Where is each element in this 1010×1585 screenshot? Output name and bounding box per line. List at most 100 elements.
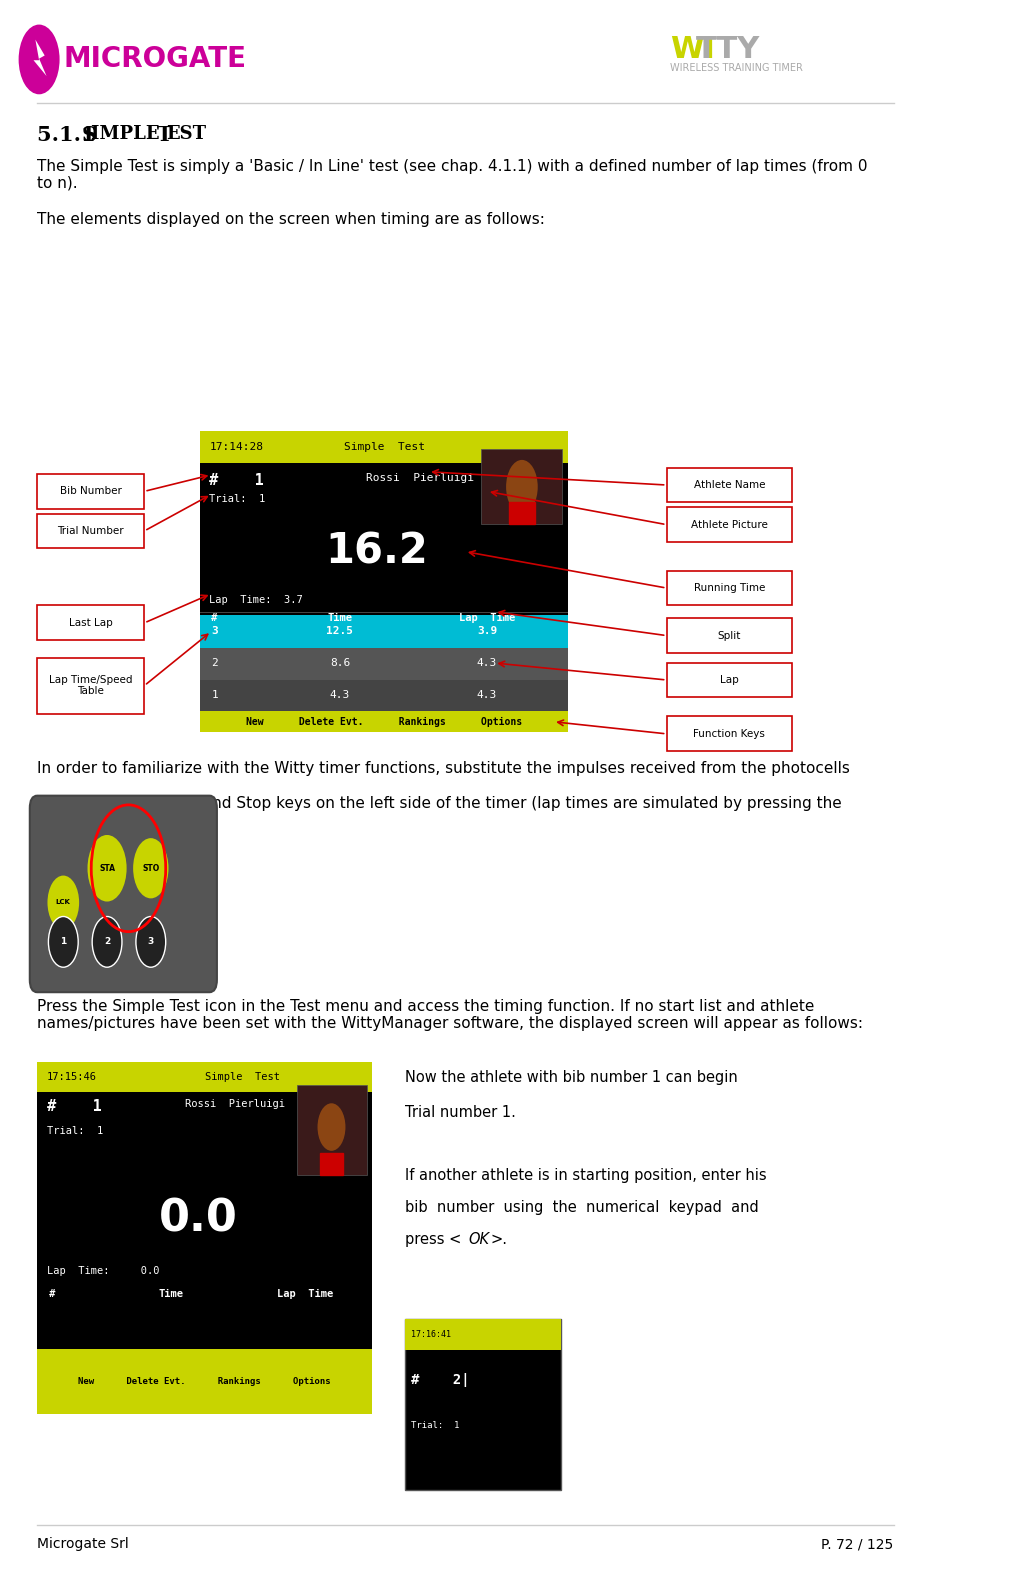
Text: by pressing the Start and Stop keys on the left side of the timer (lap times are: by pressing the Start and Stop keys on t… [37, 796, 842, 810]
Bar [200, 680, 568, 712]
FancyBboxPatch shape [667, 663, 792, 697]
Text: TTY: TTY [696, 35, 761, 63]
Circle shape [136, 916, 166, 967]
Circle shape [47, 875, 79, 929]
Text: Now the athlete with bib number 1 can begin: Now the athlete with bib number 1 can be… [405, 1070, 737, 1084]
Text: 8.6: 8.6 [329, 658, 350, 667]
Circle shape [133, 838, 169, 899]
Text: Split: Split [718, 631, 741, 640]
Text: The elements displayed on the screen when timing are as follows:: The elements displayed on the screen whe… [37, 212, 545, 227]
Bar [482, 449, 563, 525]
Text: OK: OK [469, 1232, 490, 1246]
Polygon shape [33, 40, 46, 76]
Text: If another athlete is in starting position, enter his: If another athlete is in starting positi… [405, 1168, 767, 1182]
Text: #    1: # 1 [46, 1098, 101, 1114]
Text: 3: 3 [211, 626, 218, 637]
Text: #: # [211, 613, 217, 623]
Circle shape [92, 916, 122, 967]
Bar [37, 1092, 373, 1349]
Text: Lap: Lap [720, 675, 738, 685]
Text: STA: STA [99, 864, 115, 873]
FancyBboxPatch shape [667, 618, 792, 653]
Text: Bib Number: Bib Number [60, 487, 121, 496]
Text: > key).: > key). [67, 831, 122, 845]
Text: 4.3: 4.3 [329, 689, 350, 699]
Text: LCK: LCK [56, 900, 71, 905]
Text: Lap Time/Speed
Table: Lap Time/Speed Table [49, 675, 132, 696]
Text: Lap  Time:     0.0: Lap Time: 0.0 [46, 1266, 159, 1276]
Polygon shape [509, 502, 534, 525]
Bar [200, 648, 568, 680]
Text: WI: WI [671, 35, 715, 63]
FancyBboxPatch shape [37, 514, 144, 548]
Text: press <: press < [405, 1232, 462, 1246]
Text: Rossi  Pierluigi: Rossi Pierluigi [185, 1098, 285, 1110]
Text: 0.0: 0.0 [159, 1197, 237, 1239]
Text: 17:15:46: 17:15:46 [46, 1071, 97, 1081]
Text: MICROGATE: MICROGATE [64, 46, 246, 73]
FancyBboxPatch shape [667, 468, 792, 502]
FancyBboxPatch shape [37, 605, 144, 640]
Text: Function Keys: Function Keys [694, 729, 766, 739]
Bar [200, 431, 568, 463]
Text: Simple  Test: Simple Test [343, 442, 424, 452]
Bar [405, 1319, 562, 1349]
Text: 4.3: 4.3 [477, 658, 497, 667]
FancyBboxPatch shape [667, 507, 792, 542]
Text: bib  number  using  the  numerical  keypad  and: bib number using the numerical keypad an… [405, 1200, 759, 1214]
Text: Running Time: Running Time [694, 583, 766, 593]
Text: 4.3: 4.3 [477, 689, 497, 699]
Text: 2: 2 [211, 658, 218, 667]
Text: STO: STO [142, 864, 160, 873]
Text: Lap  Time:  3.7: Lap Time: 3.7 [209, 596, 303, 605]
Text: Press the Simple Test icon in the Test menu and access the timing function. If n: Press the Simple Test icon in the Test m… [37, 999, 864, 1030]
Text: #: # [48, 1289, 55, 1298]
Text: Trial Number: Trial Number [58, 526, 124, 536]
Text: EST: EST [166, 125, 206, 143]
Bar [37, 1349, 373, 1414]
Text: Athlete Picture: Athlete Picture [691, 520, 768, 529]
Text: Trial number 1.: Trial number 1. [405, 1105, 516, 1119]
Text: Last Lap: Last Lap [69, 618, 113, 628]
Text: Trial:  1: Trial: 1 [209, 495, 266, 504]
Text: Time: Time [327, 613, 352, 623]
Circle shape [506, 460, 537, 514]
FancyBboxPatch shape [667, 571, 792, 605]
Bar [405, 1319, 562, 1490]
Text: STA: STA [45, 831, 74, 845]
Text: Trial:  1: Trial: 1 [410, 1422, 459, 1430]
Circle shape [48, 916, 78, 967]
Text: 1: 1 [61, 937, 67, 946]
Text: 3: 3 [147, 937, 154, 946]
Text: Lap  Time: Lap Time [277, 1289, 333, 1300]
Text: Time: Time [159, 1289, 184, 1298]
Bar [37, 1062, 373, 1092]
Bar [200, 463, 568, 648]
Text: Athlete Name: Athlete Name [694, 480, 766, 490]
Bar [200, 712, 568, 732]
Text: 16.2: 16.2 [325, 531, 428, 572]
Text: New      Delete Evt.      Rankings      Options: New Delete Evt. Rankings Options [246, 716, 522, 728]
Text: In order to familiarize with the Witty timer functions, substitute the impulses : In order to familiarize with the Witty t… [37, 761, 850, 775]
FancyBboxPatch shape [29, 796, 217, 992]
FancyBboxPatch shape [37, 658, 144, 713]
Text: <: < [37, 831, 49, 845]
Text: 17:14:28: 17:14:28 [209, 442, 264, 452]
FancyBboxPatch shape [37, 474, 144, 509]
Text: New      Delete Evt.      Rankings      Options: New Delete Evt. Rankings Options [79, 1377, 331, 1385]
Text: Lap  Time: Lap Time [459, 613, 515, 623]
Text: >.: >. [491, 1232, 508, 1246]
Text: WIRELESS TRAINING TIMER: WIRELESS TRAINING TIMER [671, 63, 803, 73]
Text: The Simple Test is simply a 'Basic / In Line' test (see chap. 4.1.1) with a defi: The Simple Test is simply a 'Basic / In … [37, 158, 868, 190]
Text: 1: 1 [211, 689, 218, 699]
Text: 17:16:41: 17:16:41 [410, 1330, 450, 1339]
Text: 5.1.1: 5.1.1 [37, 125, 110, 146]
Circle shape [88, 835, 126, 902]
Circle shape [317, 1103, 345, 1151]
FancyBboxPatch shape [667, 716, 792, 751]
Text: Trial:  1: Trial: 1 [46, 1125, 103, 1136]
Text: Simple  Test: Simple Test [205, 1071, 280, 1081]
Bar [297, 1084, 368, 1174]
Text: S: S [82, 125, 97, 146]
Bar [200, 615, 568, 648]
